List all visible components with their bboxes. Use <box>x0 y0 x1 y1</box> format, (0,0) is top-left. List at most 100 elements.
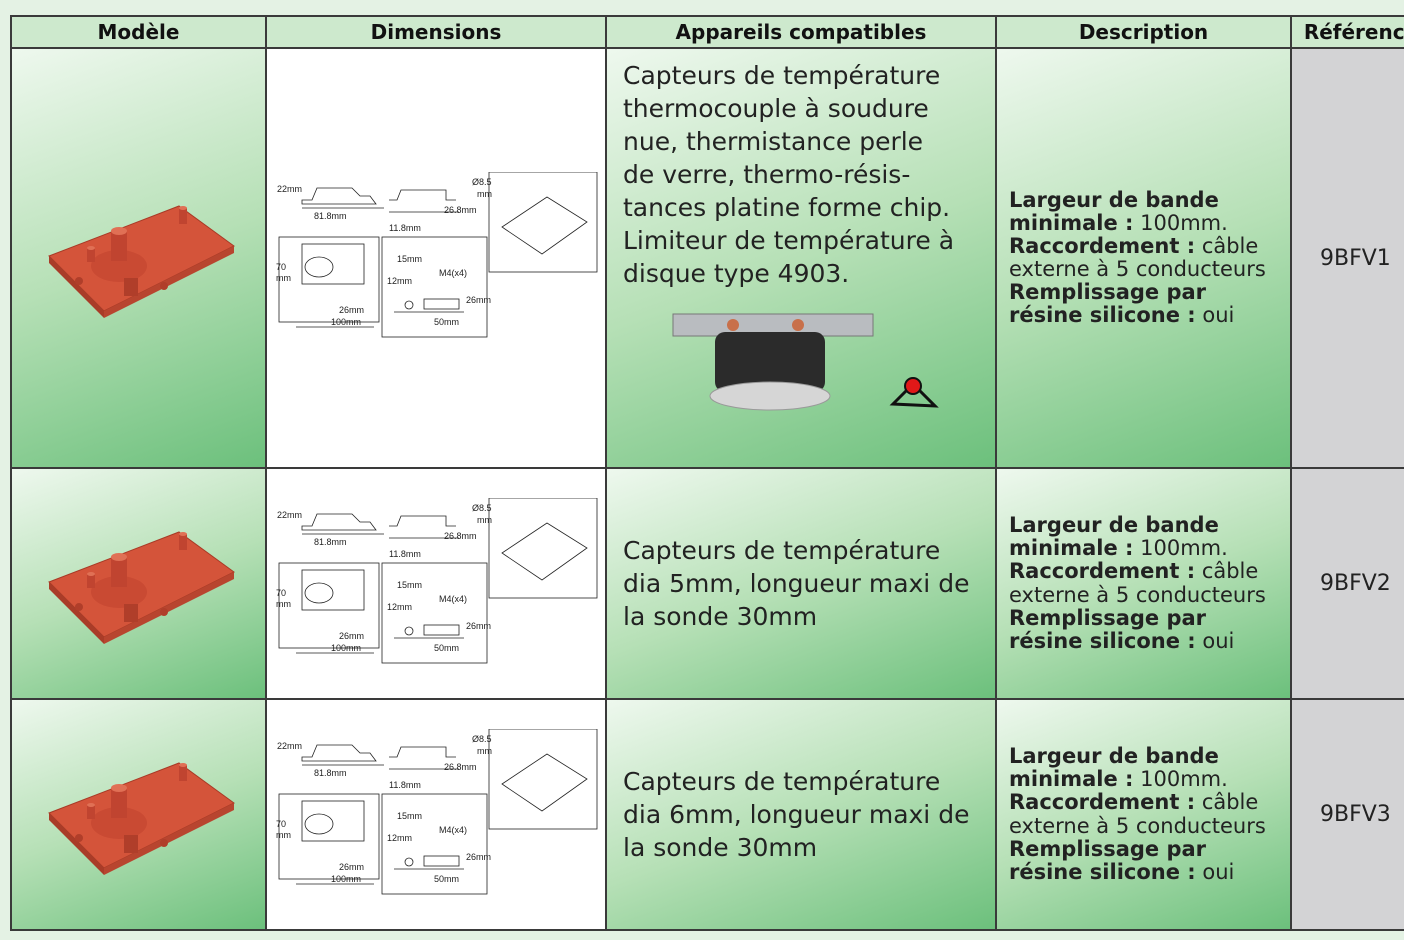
dimension-label: 26.8mm <box>444 205 477 215</box>
compatible-text: nue, thermistance perle <box>623 127 924 156</box>
dimension-label: mm <box>276 599 291 609</box>
dimension-label: M4(x4) <box>439 825 467 835</box>
description-item: Largeur de bande minimale : 100mm. <box>1009 745 1282 791</box>
description-label: Raccordement : <box>1009 559 1196 584</box>
compatible-text: la sonde 30mm <box>623 833 818 862</box>
dimensions-cell: 22mm 81.8mm Ø8.5 mm 26.8mm 11.8mm 70 mm 15mm M4(x… <box>265 467 607 700</box>
dimension-label: 26mm <box>339 862 364 872</box>
reference-cell: 9BFV1 <box>1290 47 1404 469</box>
dimension-label: M4(x4) <box>439 594 467 604</box>
compatible-text: Capteurs de température <box>623 61 941 90</box>
compatible-text: de verre, thermo-résis- <box>623 160 911 189</box>
compatible-cell: Capteurs de température dia 5mm, longueur… <box>605 467 997 700</box>
column-header: Description <box>995 15 1292 49</box>
dimension-label: 70 <box>276 588 286 598</box>
dimension-label: Ø8.5 <box>472 734 492 744</box>
description-value: câble externe à 5 conducteurs <box>1009 790 1266 838</box>
description-value: oui <box>1202 303 1235 328</box>
dimension-label: 15mm <box>397 254 422 264</box>
dimension-label: 70 <box>276 262 286 272</box>
dimension-label: mm <box>477 515 492 525</box>
dimension-label: mm <box>276 273 291 283</box>
description-label: Largeur de bande minimale : <box>1009 744 1219 792</box>
description-item: Raccordement : câble externe à 5 conduct… <box>1009 233 1282 281</box>
dimension-label: 50mm <box>434 643 459 653</box>
model-image <box>47 530 235 644</box>
description-cell: Largeur de bande minimale : 100mm. Raccor… <box>995 698 1292 931</box>
dimension-label: 12mm <box>387 276 412 286</box>
dimension-label: 26mm <box>339 631 364 641</box>
description-item: Raccordement : câble externe à 5 conduct… <box>1009 791 1282 837</box>
table-row: 22mm 81.8mm Ø8.5 mm 26.8mm 11.8mm 70 mm 15mm M4(x… <box>10 467 1404 700</box>
model-image <box>47 205 235 318</box>
dimension-label: 11.8mm <box>389 549 421 559</box>
description-item: Largeur de bande minimale : 100mm. <box>1009 187 1282 235</box>
thermostat-image <box>672 313 939 411</box>
description-cell: Largeur de bande minimale : 100mm. Raccor… <box>995 47 1292 469</box>
dimension-label: 26mm <box>466 852 491 862</box>
dimension-drawing: 22mm81.8mmØ8.5mm26.8mm11.8mm70mm15mmM4(x… <box>276 728 597 894</box>
dimension-label: 50mm <box>434 874 459 884</box>
compatible-text: dia 5mm, longueur maxi de <box>623 569 970 598</box>
description-item: Remplissage par résine silicone : oui <box>1009 281 1282 327</box>
dimension-label: mm <box>276 830 291 840</box>
dimension-label: 26.8mm <box>444 762 477 772</box>
dimension-label: mm <box>477 189 492 199</box>
model-image <box>47 761 235 875</box>
dimension-label: 81.8mm <box>314 211 347 221</box>
dimensions-cell: 22mm 81.8mm Ø8.5 mm 26.8mm 11.8mm 70 mm 15mm M4(x… <box>265 698 607 931</box>
description-value: 100mm. <box>1140 536 1228 561</box>
column-header: Dimensions <box>265 15 607 49</box>
description-value: câble externe à 5 conducteurs <box>1009 233 1266 281</box>
dimension-label: 81.8mm <box>314 768 347 778</box>
description-label: Remplissage par résine silicone : <box>1009 836 1207 884</box>
compatible-text: la sonde 30mm <box>623 602 818 631</box>
description-label: Remplissage par résine silicone : <box>1009 605 1207 653</box>
dimension-label: 12mm <box>387 602 412 612</box>
description-item: Raccordement : câble externe à 5 conduct… <box>1009 560 1282 606</box>
description-cell: Largeur de bande minimale : 100mm. Raccor… <box>995 467 1292 700</box>
compatible-cell: Capteurs de température thermocouple à so… <box>605 47 997 469</box>
dimension-label: Ø8.5 <box>472 503 492 513</box>
dimension-label: 11.8mm <box>389 223 421 233</box>
model-cell <box>10 467 267 700</box>
dimension-label: 15mm <box>397 811 422 821</box>
compatible-text: dia 6mm, longueur maxi de <box>623 800 970 829</box>
model-cell <box>10 47 267 469</box>
dimension-label: 26.8mm <box>444 531 477 541</box>
table-row: 22mm 81.8mm Ø8.5 mm 26.8mm 11.8mm 70 mm 15mm M4(x… <box>10 698 1404 931</box>
description-item: Remplissage par résine silicone : oui <box>1009 836 1282 884</box>
dimensions-cell: 22mm 81.8mm Ø8.5 mm 26.8mm 11.8mm 70 mm 15mm M4(x… <box>265 47 607 469</box>
dimension-label: 100mm <box>331 643 361 653</box>
description-label: Largeur de bande minimale : <box>1009 187 1219 235</box>
description-item: Remplissage par résine silicone : oui <box>1009 605 1282 653</box>
reference-cell: 9BFV3 <box>1290 698 1404 931</box>
dimension-label: 22mm <box>277 184 302 194</box>
compatible-cell: Capteurs de température dia 6mm, longueur… <box>605 698 997 931</box>
compatible-text: thermocouple à soudure <box>623 94 929 123</box>
table-row: 22mm 81.8mm Ø8.5 mm 26.8mm 11.8mm 70 mm 15mm M4(x… <box>10 47 1404 469</box>
description-value: câble externe à 5 conducteurs <box>1009 559 1266 607</box>
header-row: Modèle Dimensions Appareils compatibles Des… <box>10 15 1404 49</box>
description-value: 100mm. <box>1140 767 1228 792</box>
column-header: Appareils compatibles <box>605 15 997 49</box>
dimension-label: 100mm <box>331 317 361 327</box>
compatible-text: Capteurs de température <box>623 767 941 796</box>
dimension-label: 12mm <box>387 833 412 843</box>
description-value: oui <box>1202 628 1235 653</box>
dimension-label: 11.8mm <box>389 780 421 790</box>
dimension-label: 26mm <box>466 621 491 631</box>
description-item: Largeur de bande minimale : 100mm. <box>1009 514 1282 560</box>
dimension-label: 50mm <box>434 317 459 327</box>
compatible-text: Capteurs de température <box>623 536 941 565</box>
reference-cell: 9BFV2 <box>1290 467 1404 700</box>
model-cell <box>10 698 267 931</box>
dimension-label: 22mm <box>277 510 302 520</box>
description-label: Raccordement : <box>1009 790 1196 815</box>
compatible-text: tances platine forme chip. <box>623 193 951 222</box>
dimension-label: 26mm <box>466 295 491 305</box>
dimension-label: 81.8mm <box>314 537 347 547</box>
dimension-label: mm <box>477 746 492 756</box>
description-value: oui <box>1202 859 1235 884</box>
